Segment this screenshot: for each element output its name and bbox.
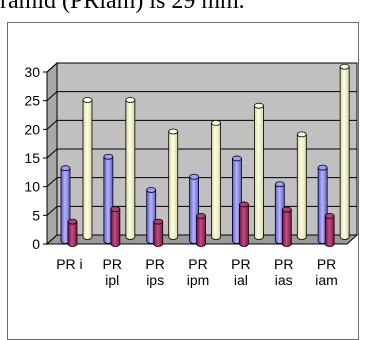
bar: [281, 209, 292, 247]
gridline: [46, 62, 357, 73]
bar-cap: [317, 164, 328, 171]
bar: [82, 99, 93, 240]
bar-cap: [110, 206, 121, 212]
x-tick-label: PR: [103, 256, 122, 272]
page-text: ramid (PRiam) is 29 mm.: [0, 0, 245, 14]
bar: [296, 133, 307, 240]
bar-cap: [211, 120, 221, 126]
x-tick-label: PR: [145, 256, 164, 272]
bar: [211, 122, 221, 240]
bar: [254, 105, 264, 240]
bar-cap: [324, 213, 335, 219]
bar-cap: [60, 165, 71, 172]
x-tick-label: ipm: [187, 272, 210, 288]
x-tick-label: PR: [274, 256, 293, 272]
bar: [125, 99, 136, 240]
x-tick-label: PR: [317, 256, 336, 272]
bar-cap: [146, 187, 157, 193]
bar: [239, 204, 249, 247]
bar-cap: [281, 206, 292, 213]
gridline: [46, 91, 357, 102]
y-tick-label: 5: [32, 207, 40, 223]
bar-cap: [339, 63, 350, 70]
y-tick-label: 15: [24, 150, 40, 166]
bar-cap: [232, 155, 242, 162]
bar-cap: [296, 131, 307, 138]
y-tick-label: 10: [24, 179, 40, 195]
x-tick-label: ial: [234, 272, 248, 288]
x-tick-label: iam: [315, 272, 338, 288]
y-tick-label: 0: [32, 236, 40, 252]
bar-cap: [274, 181, 285, 188]
bar-cap: [168, 128, 179, 135]
bar-cap: [67, 218, 78, 225]
bar-cap: [239, 201, 249, 208]
bar-cap: [103, 153, 114, 160]
bar-cap: [189, 173, 199, 180]
x-tick-label: PR: [231, 256, 250, 272]
x-tick-label: ipl: [105, 272, 119, 288]
x-tick-label: PR i: [56, 256, 82, 272]
x-tick-label: ias: [275, 272, 293, 288]
x-tick-label: PR: [188, 256, 207, 272]
bar-cap: [254, 102, 264, 109]
y-tick-label: 30: [24, 64, 40, 80]
bar: [67, 221, 78, 247]
bar: [324, 215, 335, 247]
bar-cap: [82, 97, 93, 103]
y-tick-label: 25: [24, 93, 40, 109]
y-tick-label: 20: [24, 121, 40, 137]
bar-cap: [125, 97, 136, 103]
bar-cap: [196, 213, 206, 219]
bar: [153, 221, 164, 247]
bar-cap: [153, 218, 164, 225]
bar: [196, 215, 206, 247]
x-tick-label: ips: [146, 272, 164, 288]
bar: [110, 208, 121, 247]
bar: [168, 131, 179, 240]
bar: [339, 66, 350, 240]
